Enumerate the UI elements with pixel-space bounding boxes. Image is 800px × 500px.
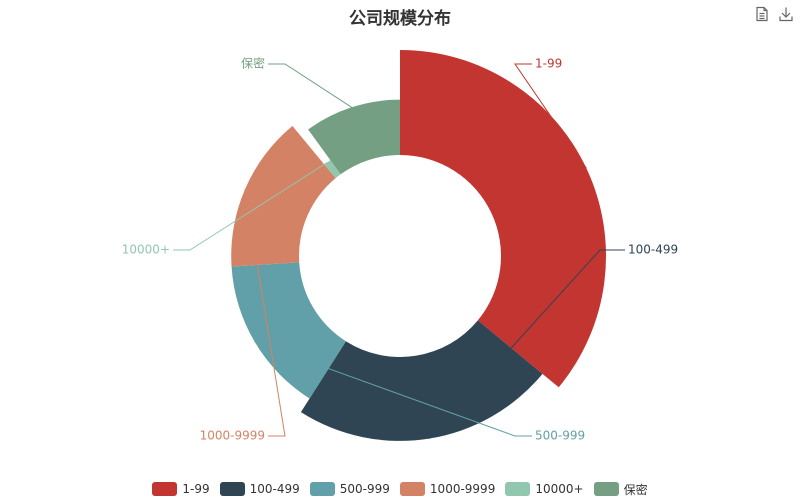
labels-layer: 1-99 100-499 500-999 1000-9999 10000+ 保密 — [122, 56, 678, 443]
slice-label-3: 1000-9999 — [200, 429, 265, 443]
legend-item-3[interactable]: 1000-9999 — [399, 482, 496, 496]
leader-line-0 — [514, 63, 587, 169]
slice-label-1: 100-499 — [628, 243, 678, 257]
legend-item-1[interactable]: 100-499 — [219, 482, 300, 496]
legend-swatch — [399, 482, 425, 496]
legend-swatch — [593, 482, 619, 496]
legend-item-0[interactable]: 1-99 — [152, 482, 210, 496]
leader-line-3 — [244, 188, 286, 437]
legend-item-2[interactable]: 500-999 — [309, 482, 390, 496]
legend-item-4[interactable]: 10000+ — [505, 482, 584, 496]
legend-label: 10000+ — [535, 482, 584, 496]
legend: 1-99 100-499 500-999 1000-9999 10000+ 保密 — [0, 479, 800, 499]
legend-item-5[interactable]: 保密 — [593, 481, 648, 498]
legend-label: 1-99 — [182, 482, 210, 496]
slice-label-2: 500-999 — [535, 429, 585, 443]
slice-1[interactable] — [300, 320, 543, 441]
data-view-icon[interactable] — [754, 6, 770, 22]
legend-swatch — [152, 482, 178, 496]
legend-label: 保密 — [623, 482, 648, 497]
legend-swatch — [309, 482, 335, 496]
leader-line-2 — [254, 341, 532, 437]
leader-line-4 — [173, 161, 328, 251]
legend-label: 1000-9999 — [429, 482, 496, 496]
slice-label-4: 10000+ — [122, 243, 170, 257]
rose-chart: 1-99 100-499 500-999 1000-9999 10000+ 保密 — [122, 50, 678, 443]
legend-swatch — [505, 482, 531, 496]
slice-0[interactable] — [400, 50, 607, 388]
legend-label: 500-999 — [339, 482, 390, 496]
slices-layer — [231, 50, 607, 441]
leader-line-5 — [268, 63, 352, 108]
slice-5[interactable] — [308, 99, 400, 175]
legend-label: 100-499 — [249, 482, 300, 496]
slice-label-0: 1-99 — [535, 57, 562, 71]
download-icon[interactable] — [778, 6, 794, 22]
leader-line-1 — [428, 249, 625, 439]
legend-swatch — [219, 482, 245, 496]
slice-label-5: 保密 — [241, 56, 265, 71]
chart-title: 公司规模分布 — [349, 9, 451, 29]
slice-3[interactable] — [231, 125, 336, 267]
slice-4[interactable] — [324, 160, 341, 179]
